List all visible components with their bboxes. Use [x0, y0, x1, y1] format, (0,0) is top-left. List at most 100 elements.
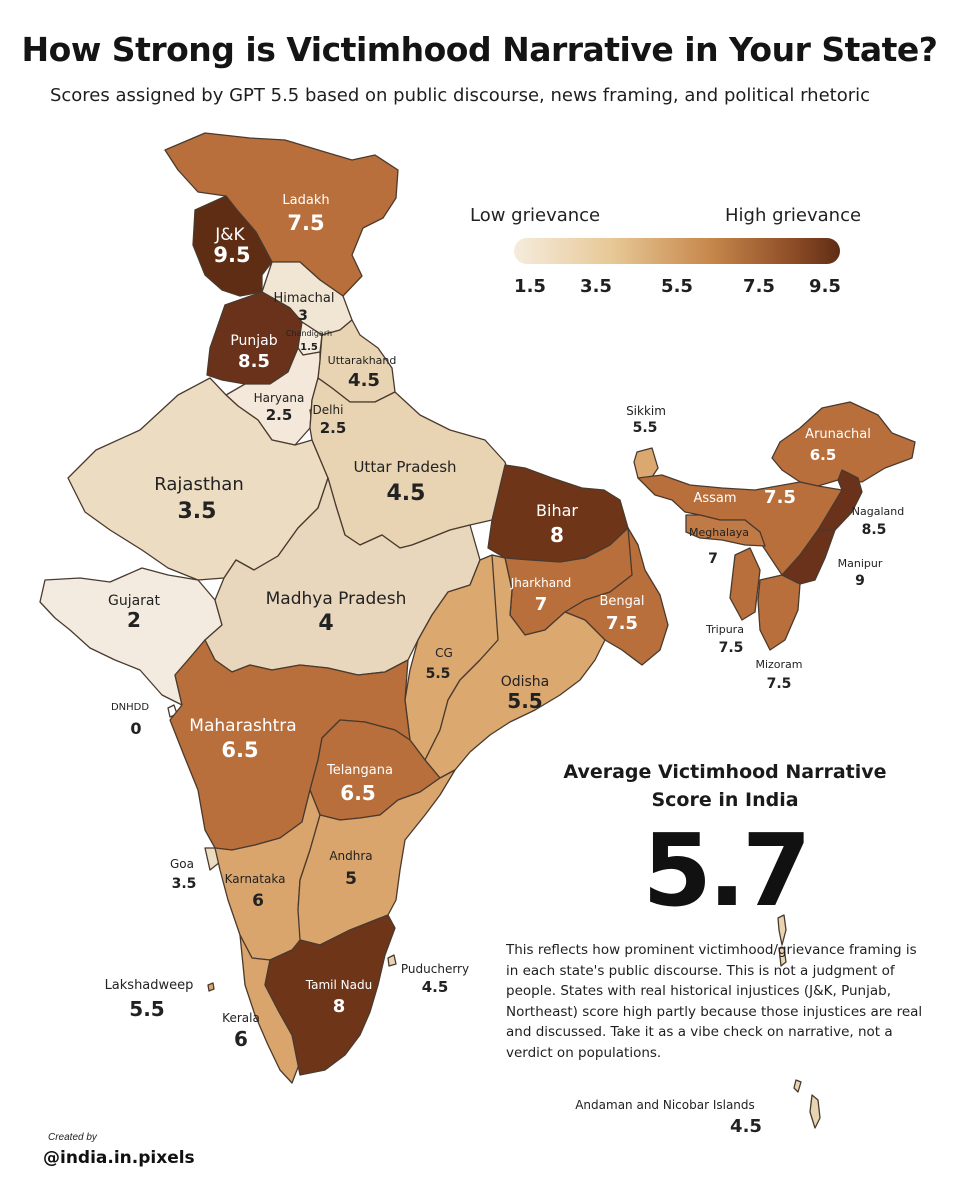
- region-meghalaya: [685, 514, 766, 547]
- region-lakshadweep: [207, 982, 215, 992]
- legend-tick: 3.5: [580, 276, 612, 297]
- region-name-label: Manipur: [838, 557, 883, 570]
- region-score-label: 3.5: [178, 499, 217, 524]
- region-name-label: Sikkim: [626, 404, 666, 418]
- region-score-label: 1.5: [300, 342, 318, 353]
- region-name-label: Karnataka: [225, 872, 286, 886]
- region-name-label: Andaman and Nicobar Islands: [575, 1098, 755, 1112]
- region-name-label: Maharashtra: [189, 716, 296, 736]
- region-score-label: 7: [708, 551, 718, 567]
- region-andaman: [809, 1094, 821, 1129]
- region-name-label: DNHDD: [111, 702, 149, 713]
- average-value: 5.7: [642, 812, 811, 929]
- region-score-label: 4.5: [730, 1116, 762, 1137]
- legend-low-label: Low grievance: [470, 205, 601, 226]
- region-score-label: 6: [252, 891, 264, 911]
- region-score-label: 5.5: [129, 997, 164, 1021]
- region-name-label: Odisha: [501, 674, 550, 690]
- page-subtitle: Scores assigned by GPT 5.5 based on publ…: [49, 85, 871, 106]
- credit-handle: @india.in.pixels: [43, 1148, 195, 1168]
- region-name-label: Puducherry: [401, 962, 469, 976]
- region-name-label: Jharkhand: [510, 576, 572, 590]
- region-score-label: 6: [234, 1027, 248, 1051]
- region-score-label: 5.5: [633, 420, 658, 436]
- region-name-label: Nagaland: [852, 505, 904, 518]
- region-score-label: 3.5: [172, 876, 197, 892]
- legend-tick: 5.5: [661, 276, 693, 297]
- region-arunachal: [771, 401, 916, 487]
- region-score-label: 8: [550, 523, 564, 547]
- region-score-label: 0: [130, 719, 141, 738]
- region-score-label: 7: [535, 594, 548, 615]
- region-name-label: Lakshadweep: [105, 978, 194, 993]
- region-score-label: 8: [333, 996, 346, 1017]
- region-name-label: Rajasthan: [154, 474, 243, 495]
- legend-ticks: 1.5 3.5 5.5 7.5 9.5: [500, 276, 860, 300]
- region-score-label: 9.5: [213, 243, 250, 267]
- region-name-label: Tripura: [705, 623, 744, 636]
- region-score-label: 5.5: [507, 689, 542, 713]
- region-score-label: 7.5: [287, 211, 324, 235]
- region-name-label: Telangana: [326, 763, 393, 778]
- region-name-label: Bihar: [536, 501, 578, 520]
- region-name-label: J&K: [214, 225, 245, 245]
- region-puducherry: [387, 954, 397, 967]
- region-name-label: Meghalaya: [689, 526, 749, 539]
- created-by-label: Created by: [48, 1132, 97, 1143]
- region-score-label: 4: [318, 611, 333, 636]
- region-score-label: 6.5: [810, 446, 837, 464]
- region-name-label: CG: [435, 646, 453, 660]
- region-name-label: Punjab: [230, 333, 277, 349]
- region-odisha: [424, 554, 606, 779]
- region-tamil-nadu: [264, 914, 396, 1076]
- region-name-label: Tamil Nadu: [305, 978, 372, 992]
- region-score-label: 6.5: [340, 781, 375, 805]
- region-manipur: [781, 529, 836, 585]
- region-name-label: Delhi: [313, 403, 344, 417]
- region-name-label: Madhya Pradesh: [266, 589, 407, 609]
- legend-tick: 9.5: [809, 276, 841, 297]
- region-name-label: Arunachal: [805, 427, 871, 442]
- region-name-label: Uttarakhand: [328, 354, 397, 367]
- legend-color-scale: [514, 238, 840, 264]
- region-score-label: 8.5: [862, 522, 887, 538]
- region-tripura: [729, 547, 761, 621]
- region-score-label: 6.5: [221, 738, 258, 762]
- region-andaman: [778, 947, 787, 967]
- page-title: How Strong is Victimhood Narrative in Yo…: [21, 30, 938, 69]
- region-name-label: Bengal: [600, 594, 645, 609]
- region-name-label: Kerala: [222, 1011, 260, 1025]
- region-score-label: 3: [298, 308, 308, 324]
- region-score-label: 2.5: [266, 406, 293, 424]
- legend-tick: 1.5: [514, 276, 546, 297]
- region-name-label: Andhra: [329, 849, 372, 863]
- region-name-label: Mizoram: [755, 658, 802, 671]
- region-score-label: 4.5: [422, 978, 449, 996]
- region-score-label: 4.5: [348, 370, 380, 391]
- region-score-label: 7.5: [764, 487, 796, 508]
- region-sikkim: [633, 447, 659, 481]
- region-rajasthan: [67, 377, 329, 581]
- region-score-label: 5.5: [426, 666, 451, 682]
- region-score-label: 9: [855, 573, 865, 589]
- legend-tick: 7.5: [743, 276, 775, 297]
- region-bengal: [564, 527, 669, 666]
- region-score-label: 4.5: [387, 481, 426, 506]
- region-andaman: [777, 914, 787, 946]
- region-name-label: Haryana: [254, 391, 305, 405]
- region-andhra: [297, 769, 456, 946]
- region-name-label: Himachal: [274, 291, 335, 306]
- region-score-label: 2.5: [320, 419, 347, 437]
- region-name-label: Ladakh: [282, 193, 329, 208]
- region-name-label: Gujarat: [108, 593, 161, 609]
- region-andaman: [793, 1079, 802, 1093]
- region-score-label: 7.5: [606, 613, 638, 634]
- region-score-label: 5: [345, 869, 357, 889]
- region-name-label: Uttar Pradesh: [353, 458, 456, 476]
- region-score-label: 7.5: [767, 676, 792, 692]
- average-title: Average Victimhood Narrative Score in In…: [563, 761, 887, 811]
- region-score-label: 2: [127, 608, 141, 632]
- legend-high-label: High grievance: [725, 205, 862, 226]
